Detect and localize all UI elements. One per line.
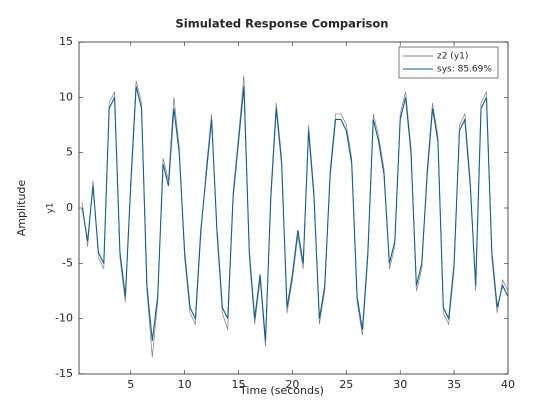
x-axis-label: Time (seconds): [239, 384, 324, 397]
y-tick-label: -5: [62, 256, 73, 269]
legend-box: [398, 46, 499, 79]
x-tick-label: 10: [178, 378, 192, 391]
legend-label: sys: 85.69%: [437, 65, 492, 75]
x-tick-label: 30: [393, 378, 407, 391]
series-line: [81, 86, 509, 341]
x-tick-label: 20: [285, 378, 299, 391]
chart-title: Simulated Response Comparison: [176, 17, 389, 31]
y-tick-label: -10: [55, 312, 73, 325]
channel-label: y1: [46, 202, 56, 213]
series-line: [81, 75, 509, 358]
y-axis-label: Amplitude: [15, 180, 28, 237]
x-tick-label: 25: [339, 378, 353, 391]
x-tick-label: 40: [501, 378, 515, 391]
y-tick-label: -15: [55, 367, 73, 380]
x-tick-label: 15: [232, 378, 246, 391]
y-tick-label: 15: [59, 35, 73, 48]
x-tick-label: 5: [127, 378, 134, 391]
y-tick-label: 10: [59, 90, 73, 103]
y-tick-label: 0: [66, 201, 73, 214]
y-tick-label: 5: [66, 146, 73, 159]
x-tick-label: 35: [447, 378, 461, 391]
plot-area: [78, 41, 509, 375]
legend-label: z2 (y1): [437, 52, 468, 62]
